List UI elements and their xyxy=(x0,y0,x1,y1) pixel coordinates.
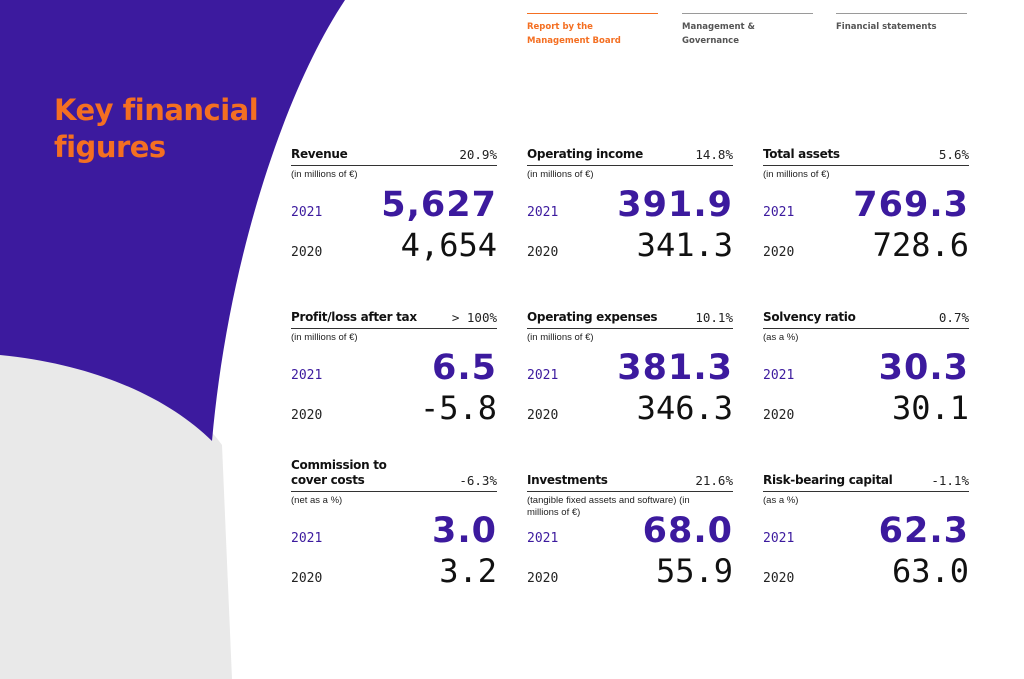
year-current: 2021 xyxy=(527,205,559,220)
metric-title: Solvency ratio xyxy=(763,310,856,324)
value-previous: -5.8 xyxy=(419,389,497,427)
year-previous: 2020 xyxy=(527,408,559,423)
tab-label: Financial statements xyxy=(836,22,937,32)
metric-change: > 100% xyxy=(451,310,497,325)
year-current: 2021 xyxy=(763,205,795,220)
metric-card-profit-loss-after-tax: Profit/loss after tax > 100% (in million… xyxy=(291,310,497,428)
metric-card-commission-to-cover-costs: Commission to cover costs -6.3% (net as … xyxy=(291,458,497,591)
year-previous: 2020 xyxy=(291,571,323,586)
year-current: 2021 xyxy=(527,531,559,546)
value-previous: 30.1 xyxy=(891,389,969,427)
metric-unit: (in millions of €) xyxy=(527,332,594,343)
value-current: 30.3 xyxy=(878,348,969,388)
metric-title: Risk-bearing capital xyxy=(763,473,893,487)
metric-change: 10.1% xyxy=(695,310,733,325)
tab-financial-statements[interactable]: Financial statements xyxy=(836,13,967,34)
metric-unit: (in millions of €) xyxy=(291,169,358,180)
year-current: 2021 xyxy=(527,368,559,383)
value-current: 68.0 xyxy=(642,511,733,551)
year-current: 2021 xyxy=(763,531,795,546)
year-previous: 2020 xyxy=(763,245,795,260)
metric-change: -1.1% xyxy=(931,473,969,488)
page-title: Key financial figures xyxy=(54,93,259,164)
metric-title: Profit/loss after tax xyxy=(291,310,417,324)
year-previous: 2020 xyxy=(763,408,795,423)
metric-card-investments: Investments 21.6% (tangible fixed assets… xyxy=(527,473,733,591)
year-current: 2021 xyxy=(763,368,795,383)
value-previous: 728.6 xyxy=(872,226,969,264)
metric-title: Operating income xyxy=(527,147,643,161)
year-previous: 2020 xyxy=(291,245,323,260)
metric-title: Total assets xyxy=(763,147,840,161)
metric-title: Revenue xyxy=(291,147,348,161)
metric-title: Operating expenses xyxy=(527,310,658,324)
value-previous: 63.0 xyxy=(891,552,969,590)
metric-title: Commission to cover costs xyxy=(291,458,387,487)
year-previous: 2020 xyxy=(527,245,559,260)
value-current: 391.9 xyxy=(617,185,733,225)
value-current: 3.0 xyxy=(431,511,497,551)
metric-change: -6.3% xyxy=(459,473,497,488)
value-previous: 4,654 xyxy=(400,226,497,264)
metric-change: 0.7% xyxy=(938,310,969,325)
metric-unit: (in millions of €) xyxy=(291,332,358,343)
metric-card-operating-income: Operating income 14.8% (in millions of €… xyxy=(527,147,733,265)
metric-card-revenue: Revenue 20.9% (in millions of €) 2021 5,… xyxy=(291,147,497,265)
value-previous: 346.3 xyxy=(636,389,733,427)
grey-shape xyxy=(0,330,232,679)
metric-card-operating-expenses: Operating expenses 10.1% (in millions of… xyxy=(527,310,733,428)
value-previous: 3.2 xyxy=(439,552,497,590)
metric-change: 14.8% xyxy=(695,147,733,162)
year-previous: 2020 xyxy=(527,571,559,586)
metric-unit: (as a %) xyxy=(763,332,799,343)
metric-card-risk-bearing-capital: Risk-bearing capital -1.1% (as a %) 2021… xyxy=(763,473,969,591)
tab-label: Report by the Management Board xyxy=(527,22,621,46)
tab-report-by-management-board[interactable]: Report by the Management Board xyxy=(527,13,658,48)
value-previous: 341.3 xyxy=(636,226,733,264)
tab-management-governance[interactable]: Management & Governance xyxy=(682,13,813,48)
year-previous: 2020 xyxy=(763,571,795,586)
metric-unit: (tangible fixed assets and software) (in… xyxy=(527,495,690,518)
value-current: 6.5 xyxy=(431,348,497,388)
metric-unit: (in millions of €) xyxy=(527,169,594,180)
metric-title: Investments xyxy=(527,473,608,487)
metric-unit: (in millions of €) xyxy=(763,169,830,180)
metric-change: 5.6% xyxy=(938,147,969,162)
metric-card-total-assets: Total assets 5.6% (in millions of €) 202… xyxy=(763,147,969,265)
value-current: 5,627 xyxy=(381,185,497,225)
metric-change: 20.9% xyxy=(459,147,497,162)
value-previous: 55.9 xyxy=(655,552,733,590)
value-current: 62.3 xyxy=(878,511,969,551)
year-current: 2021 xyxy=(291,368,323,383)
year-current: 2021 xyxy=(291,205,323,220)
tab-label: Management & Governance xyxy=(682,22,755,46)
value-current: 769.3 xyxy=(853,185,969,225)
year-previous: 2020 xyxy=(291,408,323,423)
value-current: 381.3 xyxy=(617,348,733,388)
purple-shape xyxy=(0,0,345,441)
metric-change: 21.6% xyxy=(695,473,733,488)
metric-unit: (net as a %) xyxy=(291,495,343,506)
metric-unit: (as a %) xyxy=(763,495,799,506)
year-current: 2021 xyxy=(291,531,323,546)
metric-card-solvency-ratio: Solvency ratio 0.7% (as a %) 2021 30.3 2… xyxy=(763,310,969,428)
